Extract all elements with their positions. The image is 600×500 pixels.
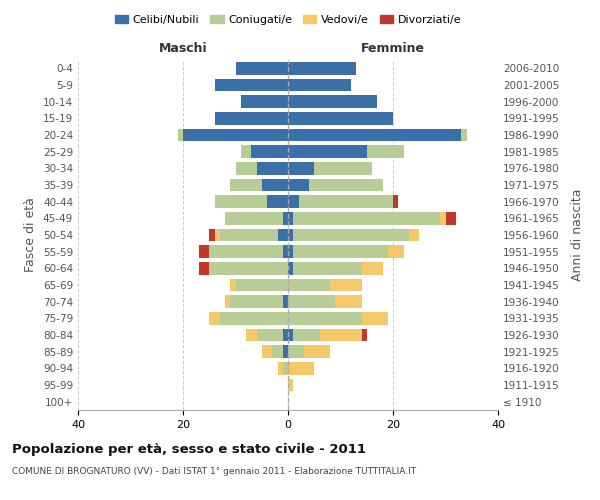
- Bar: [288, 162, 314, 174]
- Y-axis label: Fasce di età: Fasce di età: [25, 198, 37, 272]
- Bar: [283, 346, 288, 358]
- Bar: [299, 196, 393, 208]
- Bar: [288, 329, 293, 341]
- Bar: [283, 212, 288, 224]
- Bar: [288, 262, 293, 274]
- Bar: [230, 296, 283, 308]
- Bar: [288, 346, 304, 358]
- Legend: Celibi/Nubili, Coniugati/e, Vedovi/e, Divorziati/e: Celibi/Nubili, Coniugati/e, Vedovi/e, Di…: [110, 10, 466, 29]
- Bar: [277, 362, 283, 374]
- Bar: [209, 262, 288, 274]
- Bar: [361, 312, 388, 324]
- Bar: [235, 62, 288, 74]
- Bar: [215, 196, 267, 208]
- Bar: [293, 329, 320, 341]
- Bar: [267, 196, 288, 208]
- Bar: [262, 179, 288, 192]
- Bar: [288, 96, 377, 108]
- Bar: [293, 229, 409, 241]
- Bar: [183, 129, 288, 141]
- Bar: [288, 129, 461, 141]
- Bar: [230, 179, 262, 192]
- Bar: [199, 262, 209, 274]
- Bar: [225, 296, 230, 308]
- Bar: [293, 262, 361, 274]
- Text: COMUNE DI BROGNATURO (VV) - Dati ISTAT 1° gennaio 2011 - Elaborazione TUTTITALIA: COMUNE DI BROGNATURO (VV) - Dati ISTAT 1…: [12, 468, 416, 476]
- Bar: [288, 112, 393, 124]
- Bar: [314, 162, 372, 174]
- Bar: [288, 312, 361, 324]
- Bar: [288, 229, 293, 241]
- Bar: [309, 179, 383, 192]
- Bar: [288, 146, 367, 158]
- Text: Popolazione per età, sesso e stato civile - 2011: Popolazione per età, sesso e stato civil…: [12, 442, 366, 456]
- Bar: [209, 229, 215, 241]
- Bar: [393, 196, 398, 208]
- Bar: [283, 296, 288, 308]
- Bar: [262, 346, 272, 358]
- Bar: [288, 212, 293, 224]
- Bar: [361, 329, 367, 341]
- Bar: [445, 212, 456, 224]
- Bar: [440, 212, 445, 224]
- Bar: [257, 162, 288, 174]
- Bar: [330, 279, 361, 291]
- Bar: [215, 79, 288, 92]
- Bar: [230, 279, 235, 291]
- Bar: [235, 162, 257, 174]
- Bar: [335, 296, 361, 308]
- Bar: [388, 246, 404, 258]
- Text: Maschi: Maschi: [158, 42, 208, 55]
- Bar: [215, 229, 220, 241]
- Bar: [304, 346, 330, 358]
- Bar: [288, 379, 293, 391]
- Bar: [320, 329, 361, 341]
- Text: Femmine: Femmine: [361, 42, 425, 55]
- Bar: [288, 279, 330, 291]
- Bar: [225, 212, 283, 224]
- Bar: [288, 296, 335, 308]
- Bar: [251, 146, 288, 158]
- Bar: [367, 146, 404, 158]
- Bar: [178, 129, 183, 141]
- Bar: [288, 246, 293, 258]
- Bar: [283, 246, 288, 258]
- Bar: [288, 196, 299, 208]
- Bar: [283, 362, 288, 374]
- Y-axis label: Anni di nascita: Anni di nascita: [571, 188, 584, 281]
- Bar: [246, 329, 257, 341]
- Bar: [293, 246, 388, 258]
- Bar: [361, 262, 383, 274]
- Bar: [277, 229, 288, 241]
- Bar: [209, 246, 283, 258]
- Bar: [215, 112, 288, 124]
- Bar: [288, 79, 351, 92]
- Bar: [288, 62, 356, 74]
- Bar: [209, 312, 220, 324]
- Bar: [241, 96, 288, 108]
- Bar: [235, 279, 288, 291]
- Bar: [220, 229, 277, 241]
- Bar: [293, 212, 440, 224]
- Bar: [241, 146, 251, 158]
- Bar: [288, 179, 309, 192]
- Bar: [409, 229, 419, 241]
- Bar: [461, 129, 467, 141]
- Bar: [272, 346, 283, 358]
- Bar: [283, 329, 288, 341]
- Bar: [257, 329, 283, 341]
- Bar: [199, 246, 209, 258]
- Bar: [288, 362, 314, 374]
- Bar: [220, 312, 288, 324]
